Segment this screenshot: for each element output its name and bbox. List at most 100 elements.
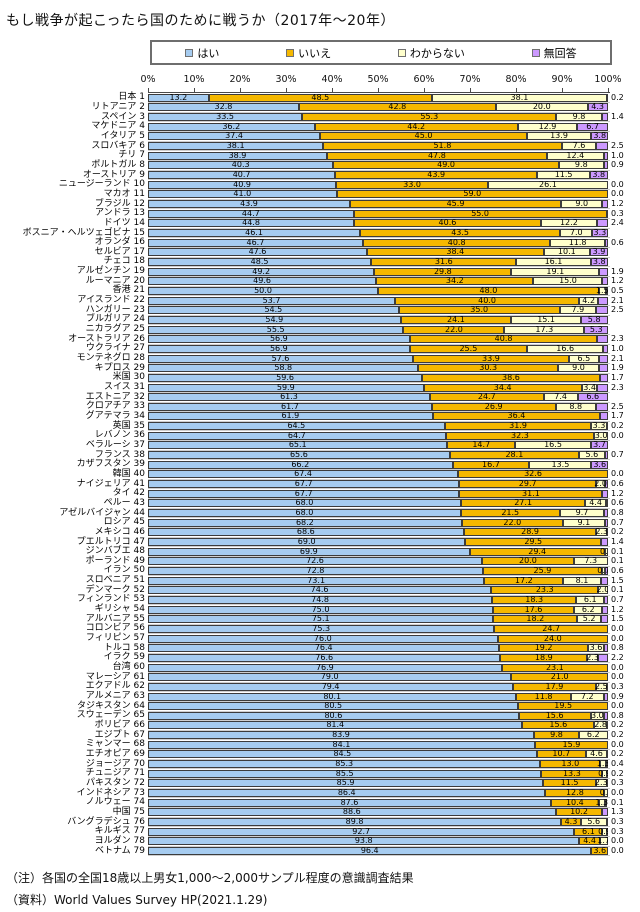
country-label: ノルウェー 74: [85, 797, 145, 808]
country-label: ベトナム 79: [94, 845, 145, 856]
segment-dk: 0.7: [597, 566, 608, 575]
segment-na: [602, 605, 608, 614]
segment-yes: 44.8: [148, 219, 355, 228]
segment-value-yes: 48.5: [250, 257, 269, 266]
x-tick-mark: [194, 88, 195, 93]
segment-dk: 8.1: [563, 576, 601, 585]
bar-track: 83.9 9.8 6.2: [148, 731, 608, 740]
segment-yes: 65.1: [148, 441, 448, 450]
bar-track: 86.4 12.8 0.8: [148, 789, 608, 798]
x-tick-mark: [516, 88, 517, 93]
segment-no: 11.5: [543, 779, 597, 788]
legend-label-no: いいえ: [298, 46, 332, 60]
na-value-outside: 0.2: [611, 421, 624, 431]
segment-no: 32.6: [458, 470, 608, 479]
bar-row: ニカラグア 25 55.5 22.0 17.3 5.3: [0, 325, 640, 335]
segment-no: 51.8: [323, 142, 562, 151]
segment-dk: 4.2: [579, 296, 599, 305]
country-label: ジンバブエ 48: [85, 546, 145, 557]
segment-yes: 61.9: [148, 412, 433, 421]
segment-value-no: 17.2: [514, 576, 533, 585]
segment-value-yes: 87.6: [340, 798, 359, 807]
na-value-outside: 0.1: [611, 585, 624, 595]
bar-track: 40.7 43.9 11.5 3.8: [148, 171, 608, 180]
segment-dk: 3.0: [594, 431, 608, 440]
segment-value-no: 28.9: [521, 528, 539, 537]
country-label: チェコ 18: [103, 256, 145, 267]
segment-no: 40.6: [354, 219, 541, 228]
country-label: アルバニア 55: [85, 613, 145, 624]
segment-no: 16.7: [452, 460, 530, 469]
segment-value-yes: 93.8: [354, 837, 373, 846]
na-value-outside: 1.0: [611, 150, 624, 160]
na-value-outside: 0.6: [611, 479, 624, 489]
segment-value-yes: 76.9: [315, 663, 334, 672]
segment-yes: 68.0: [148, 509, 461, 518]
bar-row: タイ 42 67.7 31.1 1.2: [0, 489, 640, 499]
segment-no: 19.2: [499, 644, 588, 653]
bar-track: 13.2 48.5 38.1: [148, 93, 608, 102]
note-source: （資料）World Values Survey HP(2021.1.29): [6, 893, 268, 907]
bar-row: チリ 7 38.9 47.8 12.4 1.0: [0, 151, 640, 161]
segment-value-no: 23.3: [535, 586, 554, 595]
legend-swatch-na: [531, 48, 540, 57]
segment-value-dk: 7.0: [569, 229, 583, 238]
bar-track: 89.8 4.3 5.6: [148, 818, 608, 827]
segment-na: [599, 373, 608, 382]
legend-label-dk: わからない: [409, 46, 465, 60]
bar-track: 72.6 20.0 7.3: [148, 557, 608, 566]
bar-track: 47.6 38.4 10.1 3.9: [148, 248, 608, 257]
segment-dk: 2.3: [586, 653, 599, 662]
segment-no: 3.6: [591, 847, 608, 856]
segment-na: 4.3: [587, 103, 608, 112]
na-value-outside: 2.2: [611, 652, 624, 662]
bar-track: 43.9 45.9 9.0: [148, 200, 608, 209]
x-tick-mark: [240, 88, 241, 93]
segment-yes: 56.9: [148, 344, 410, 353]
segment-value-no: 47.8: [427, 151, 446, 160]
bar-track: 46.7 40.8 11.8: [148, 238, 608, 247]
segment-dk: 7.2: [570, 692, 604, 701]
segment-dk: 7.9: [559, 306, 597, 315]
x-tick-mark: [424, 88, 425, 93]
bar-row: エチオピア 69 84.5 10.7 4.6 0.2: [0, 749, 640, 760]
bar-track: 57.6 33.9 6.5: [148, 354, 608, 363]
segment-value-no: 40.0: [478, 296, 496, 305]
country-label: イラク 59: [103, 652, 145, 663]
segment-value-na: 4.3: [591, 103, 604, 112]
segment-yes: 74.6: [148, 586, 492, 595]
segment-yes: 66.2: [148, 460, 453, 469]
segment-dk: 0.9: [598, 769, 608, 778]
segment-no: 40.8: [362, 238, 551, 247]
segment-yes: 72.8: [148, 566, 483, 575]
country-label: ギリシャ 54: [94, 604, 145, 615]
bar-row: デンマーク 52 74.6 23.3 2.0 0.1: [0, 585, 640, 596]
segment-value-no: 51.8: [433, 142, 452, 151]
bar-track: 37.4 45.0 13.9 3.8: [148, 132, 608, 141]
segment-no: 35.0: [398, 306, 560, 315]
bar-track: 84.5 10.7 4.6: [148, 750, 608, 759]
bar-track: 67.7 29.7 2.0: [148, 480, 608, 489]
na-value-outside: 0.7: [611, 450, 624, 460]
segment-dk: 12.4: [546, 151, 604, 160]
na-value-outside: 0.0: [611, 836, 624, 846]
bar-row: アルゼンチン 19 49.2 29.8 19.1 1.9: [0, 267, 640, 277]
segment-no: 59.0: [336, 190, 608, 199]
bar-row: ドイツ 14 44.8 40.6 12.2 2.4: [0, 218, 640, 229]
bar-track: 74.6 23.3 2.0: [148, 586, 608, 595]
segment-value-dk: 11.5: [554, 171, 573, 180]
segment-value-yes: 46.7: [246, 238, 265, 247]
segment-value-dk: 3.6: [589, 644, 603, 653]
country-label: プエルトリコ 47: [76, 536, 145, 547]
segment-na: [603, 692, 608, 701]
segment-value-yes: 55.5: [266, 325, 285, 334]
bar-row: イタリア 5 37.4 45.0 13.9 3.8: [0, 131, 640, 142]
bar-row: グアテマラ 34 61.9 36.4 1.7: [0, 411, 640, 422]
segment-yes: 13.2: [148, 93, 209, 102]
bar-track: 64.5 31.9 3.3: [148, 422, 608, 431]
segment-no: 36.4: [432, 412, 601, 421]
segment-value-dk: 2.0: [594, 480, 607, 489]
legend-swatch-yes: [185, 48, 194, 57]
bar-track: 50.0 48.0 1.5: [148, 286, 608, 295]
segment-yes: 40.9: [148, 180, 337, 189]
